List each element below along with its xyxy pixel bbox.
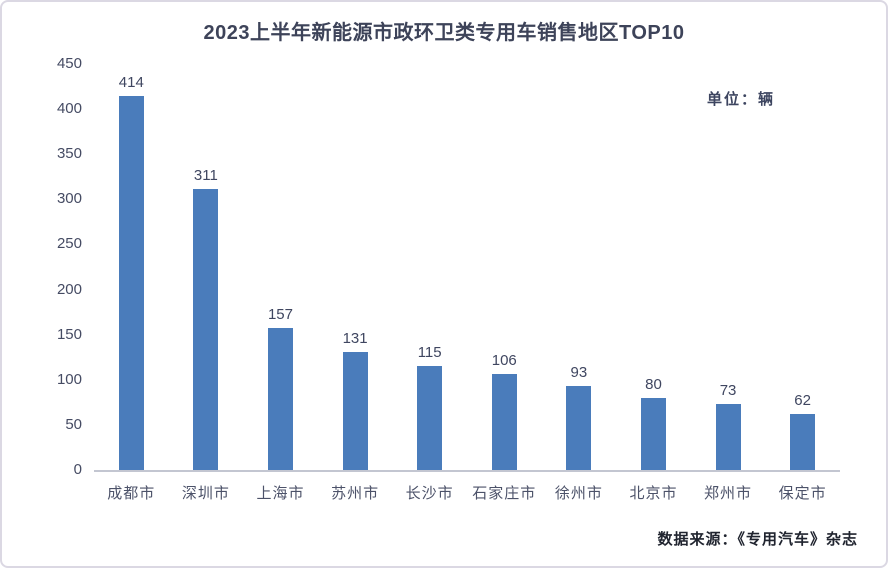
unit-label: 单位：辆 [707,91,776,108]
bar [342,351,368,470]
y-axis-tick-label: 0 [73,461,82,478]
y-axis-tick-label: 300 [56,190,82,208]
plot-area: 414 311 157 131 115 106 93 80 73 62 [94,64,840,472]
y-axis-tick-label: 250 [56,235,82,253]
bar [118,96,144,470]
bar-value-label: 157 [267,306,293,324]
x-axis-label: 徐州市 [554,485,603,502]
bar-value-label: 106 [491,352,517,370]
bar-group: 106 [467,64,542,470]
x-axis-label: 苏州市 [331,485,380,502]
y-axis-tick-label: 100 [56,370,82,388]
bar-value-label: 131 [342,329,368,347]
bar [193,189,219,470]
bar-group: 73 [691,64,766,470]
y-axis-tick-label: 450 [56,55,82,72]
bar [640,397,666,470]
bar-group: 80 [616,64,691,470]
x-axis-label: 郑州市 [704,485,753,502]
x-axis-label: 成都市 [107,485,156,502]
bar [267,328,293,470]
x-axis-label: 长沙市 [405,485,454,502]
y-axis: 0 50 100 150 200 250 300 350 400 450 [2,55,84,478]
y-axis-tick-label: 350 [56,145,82,163]
bar-group: 115 [392,64,467,470]
y-axis-tick-label: 400 [56,100,82,118]
bar-group: 62 [765,64,840,470]
bar-value-label: 414 [118,74,144,92]
source-note: 数据来源：《专用汽车》杂志 [657,531,858,548]
bar-group: 157 [243,64,318,470]
bar-group: 311 [169,64,244,470]
bar [715,404,741,470]
bar-group: 131 [318,64,393,470]
y-axis-tick-label: 200 [56,280,82,298]
x-axis-label: 上海市 [256,485,305,502]
x-axis-label: 石家庄市 [472,485,537,502]
bar [417,366,443,470]
chart-title: 2023上半年新能源市政环卫类专用车销售地区TOP10 [203,22,685,44]
bar-value-label: 80 [645,375,662,393]
x-axis-label: 北京市 [629,485,678,502]
bar-group: 414 [94,64,169,470]
bar-group: 93 [542,64,617,470]
bar [790,414,816,470]
x-axis: 成都市 深圳市 上海市 苏州市 长沙市 石家庄市 徐州市 北京市 郑州市 保定市 [94,482,840,503]
bar-value-label: 62 [794,392,811,410]
bar-value-label: 73 [719,382,737,400]
bar-value-label: 115 [417,344,442,362]
y-axis-tick-label: 150 [56,325,82,343]
x-axis-label: 深圳市 [181,485,230,502]
bar [491,374,517,470]
bar [566,386,592,470]
x-axis-label: 保定市 [778,485,827,502]
bar-value-label: 93 [570,364,588,382]
y-axis-tick-label: 50 [65,415,82,433]
bar-value-label: 311 [193,167,218,185]
